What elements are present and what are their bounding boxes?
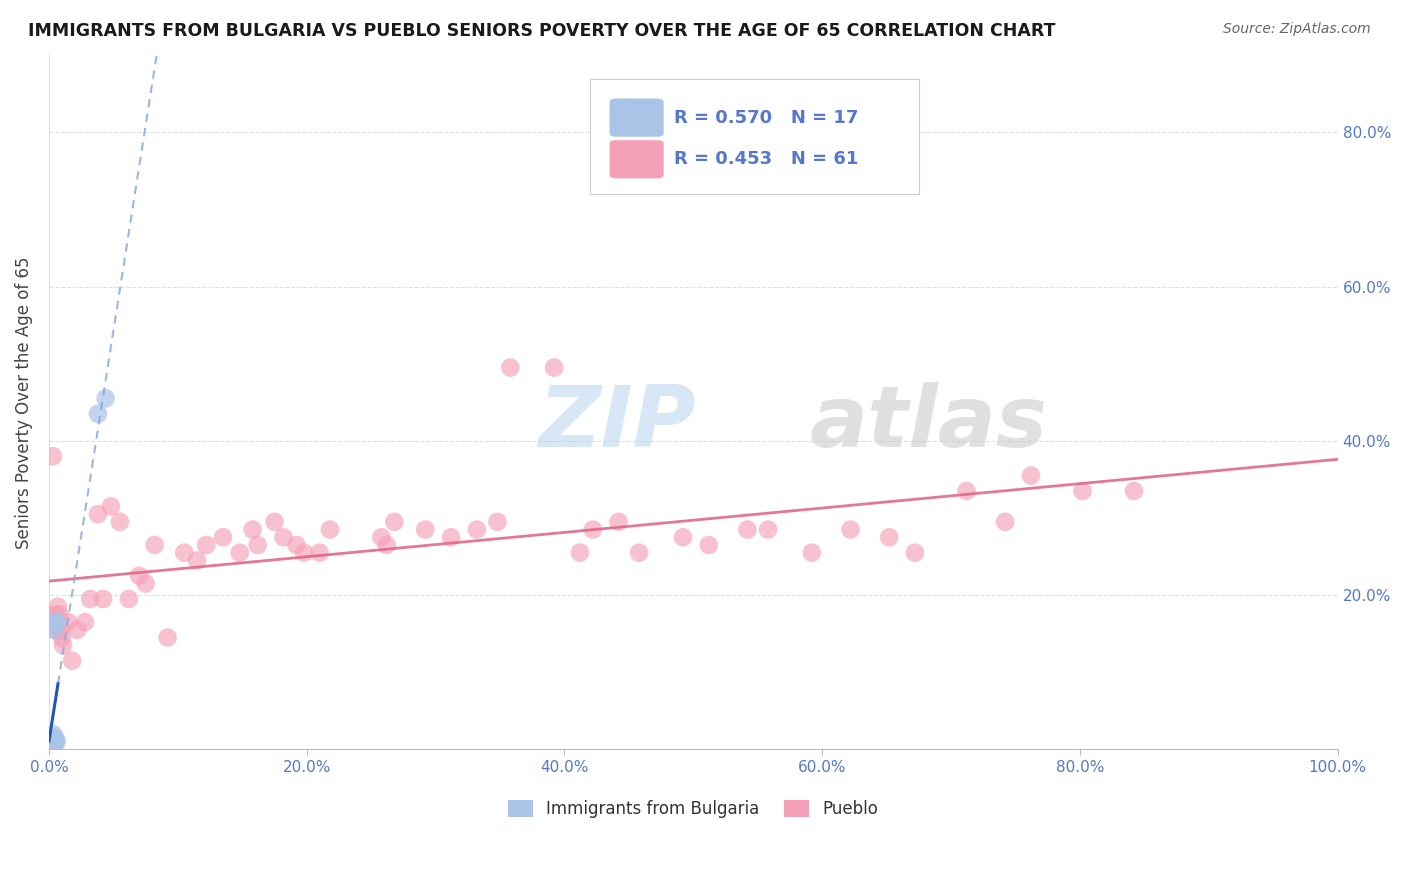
- Point: [382, 515, 405, 529]
- Point: [87, 407, 110, 421]
- Point: [263, 515, 285, 529]
- Y-axis label: Seniors Poverty Over the Age of 65: Seniors Poverty Over the Age of 65: [15, 256, 32, 549]
- Point: [44, 607, 66, 622]
- Point: [370, 530, 392, 544]
- Point: [66, 623, 89, 637]
- Point: [51, 631, 73, 645]
- Point: [319, 523, 342, 537]
- Point: [994, 515, 1017, 529]
- Point: [413, 523, 436, 537]
- Point: [42, 615, 65, 629]
- Point: [308, 546, 330, 560]
- Point: [48, 607, 70, 622]
- Point: [94, 392, 117, 406]
- Point: [486, 515, 509, 529]
- Text: IMMIGRANTS FROM BULGARIA VS PUEBLO SENIORS POVERTY OVER THE AGE OF 65 CORRELATIO: IMMIGRANTS FROM BULGARIA VS PUEBLO SENIO…: [28, 22, 1056, 40]
- Point: [186, 553, 208, 567]
- Point: [44, 623, 66, 637]
- Point: [87, 507, 110, 521]
- Point: [42, 739, 65, 753]
- Point: [135, 576, 157, 591]
- Point: [42, 623, 65, 637]
- Point: [839, 523, 862, 537]
- Point: [499, 360, 522, 375]
- Point: [44, 734, 66, 748]
- Point: [543, 360, 565, 375]
- Point: [904, 546, 927, 560]
- Point: [246, 538, 269, 552]
- Point: [118, 591, 141, 606]
- Point: [465, 523, 488, 537]
- Point: [672, 530, 695, 544]
- Point: [41, 739, 63, 753]
- Point: [58, 615, 80, 629]
- Point: [737, 523, 759, 537]
- Text: R = 0.453   N = 61: R = 0.453 N = 61: [673, 150, 858, 169]
- Text: ZIP: ZIP: [538, 382, 696, 465]
- Point: [195, 538, 218, 552]
- Point: [242, 523, 264, 537]
- Point: [42, 731, 65, 745]
- Point: [39, 739, 62, 753]
- Point: [285, 538, 308, 552]
- Point: [628, 546, 651, 560]
- Point: [44, 615, 66, 629]
- FancyBboxPatch shape: [610, 98, 664, 136]
- Point: [42, 450, 65, 464]
- Point: [568, 546, 591, 560]
- Text: R = 0.570   N = 17: R = 0.570 N = 17: [673, 109, 858, 127]
- Point: [955, 483, 977, 498]
- Point: [877, 530, 900, 544]
- Text: Source: ZipAtlas.com: Source: ZipAtlas.com: [1223, 22, 1371, 37]
- Point: [45, 734, 67, 748]
- Point: [582, 523, 605, 537]
- Point: [91, 591, 114, 606]
- Point: [273, 530, 295, 544]
- Point: [756, 523, 779, 537]
- Point: [128, 569, 150, 583]
- Point: [42, 727, 65, 741]
- Point: [1019, 468, 1042, 483]
- Point: [52, 638, 75, 652]
- Point: [212, 530, 235, 544]
- Point: [800, 546, 823, 560]
- Point: [46, 599, 69, 614]
- Point: [100, 500, 122, 514]
- Point: [60, 654, 83, 668]
- Point: [73, 615, 96, 629]
- Point: [42, 734, 65, 748]
- Point: [697, 538, 720, 552]
- FancyBboxPatch shape: [591, 79, 920, 194]
- Point: [292, 546, 315, 560]
- Point: [41, 734, 63, 748]
- Point: [108, 515, 131, 529]
- Point: [143, 538, 166, 552]
- Point: [79, 591, 101, 606]
- Point: [607, 515, 630, 529]
- Point: [173, 546, 195, 560]
- Point: [42, 731, 65, 745]
- Text: atlas: atlas: [810, 382, 1047, 465]
- Legend: Immigrants from Bulgaria, Pueblo: Immigrants from Bulgaria, Pueblo: [502, 793, 886, 824]
- Point: [440, 530, 463, 544]
- Point: [228, 546, 250, 560]
- Point: [1123, 483, 1146, 498]
- Point: [375, 538, 398, 552]
- Point: [49, 623, 72, 637]
- Point: [1071, 483, 1094, 498]
- Point: [44, 731, 66, 745]
- FancyBboxPatch shape: [610, 140, 664, 178]
- Point: [156, 631, 179, 645]
- Point: [45, 615, 67, 629]
